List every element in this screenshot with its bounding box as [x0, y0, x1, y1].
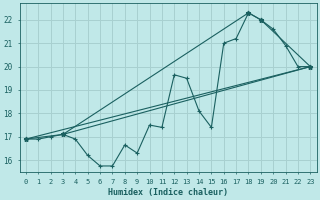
X-axis label: Humidex (Indice chaleur): Humidex (Indice chaleur): [108, 188, 228, 197]
